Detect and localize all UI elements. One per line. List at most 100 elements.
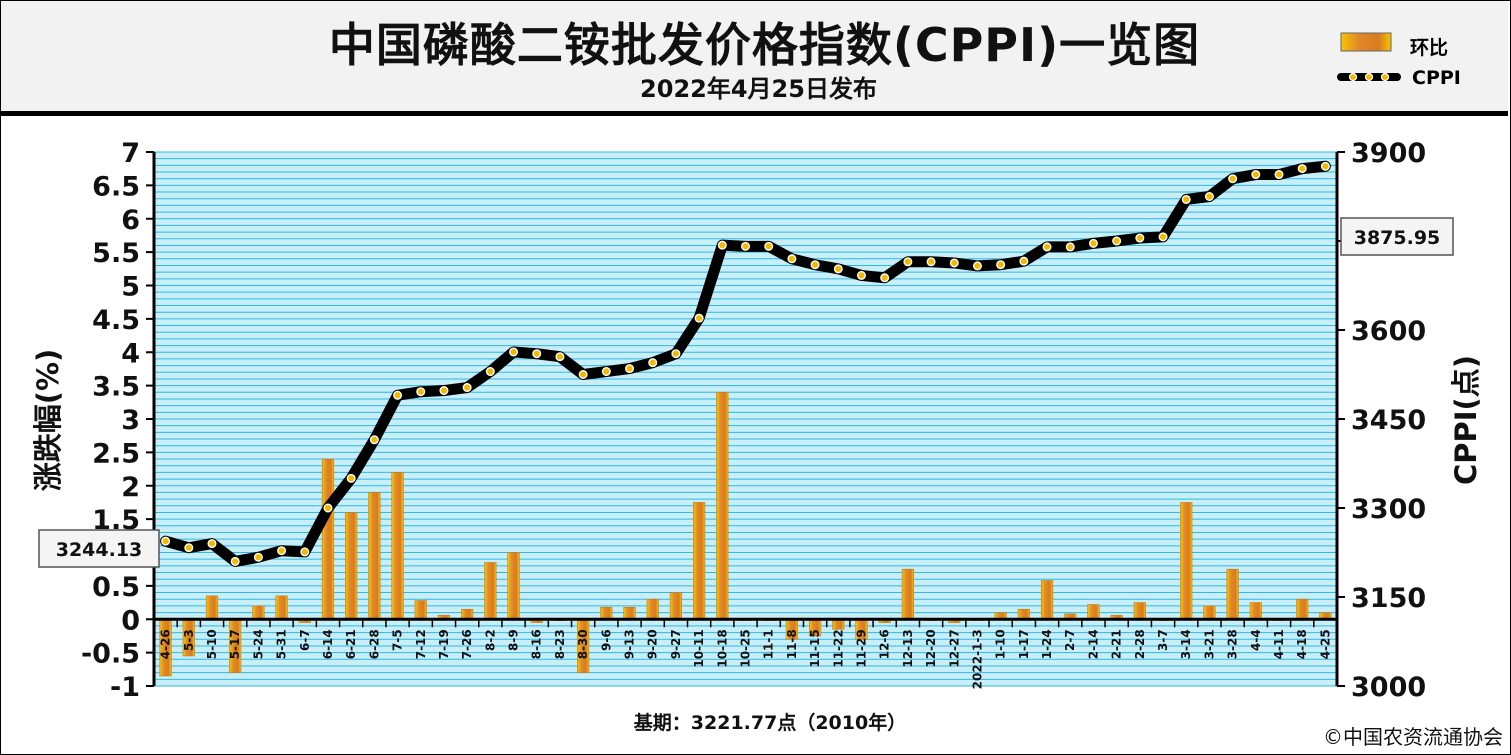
bar xyxy=(716,391,729,620)
x-tick-label: 9-27 xyxy=(669,629,683,659)
cppi-point xyxy=(161,536,171,546)
bar xyxy=(901,568,914,620)
end-value-label: 3875.95 xyxy=(1354,227,1441,249)
x-tick-label: 2-7 xyxy=(1063,629,1077,651)
cppi-point xyxy=(764,241,774,251)
bar xyxy=(391,472,404,620)
x-tick-label: 4-26 xyxy=(159,629,173,659)
y-left-tick-label: 5.5 xyxy=(92,238,140,269)
x-tick-label: 3-7 xyxy=(1156,629,1170,651)
cppi-point xyxy=(369,435,379,445)
chart-header: 中国磷酸二铵批发价格指数(CPPI)一览图 2022年4月25日发布 xyxy=(1,1,1508,116)
y-left-tick-label: 7 xyxy=(121,138,140,169)
x-tick-label: 1-17 xyxy=(1017,629,1031,659)
chart-title: 中国磷酸二铵批发价格指数(CPPI)一览图 xyxy=(328,18,1201,72)
bar xyxy=(623,606,636,620)
cppi-point xyxy=(1274,170,1284,180)
y-left-tick-label: 3 xyxy=(121,405,140,436)
x-tick-label: 10-11 xyxy=(692,629,706,667)
bar xyxy=(368,492,381,620)
y-left-tick-label: -1 xyxy=(110,672,140,703)
x-tick-label: 2-28 xyxy=(1133,629,1147,659)
x-tick-label: 12-20 xyxy=(924,629,938,667)
x-tick-label: 3-14 xyxy=(1179,629,1193,659)
cppi-point xyxy=(532,349,542,359)
legend-bar-label: 环比 xyxy=(1410,37,1449,59)
x-tick-label: 8-30 xyxy=(576,629,590,659)
x-tick-label: 6-14 xyxy=(321,629,335,659)
x-tick-label: 10-18 xyxy=(715,629,729,667)
bar xyxy=(275,595,288,620)
bar xyxy=(1017,608,1030,620)
y-left-tick-label: 6.5 xyxy=(92,171,140,202)
x-tick-label: 4-4 xyxy=(1249,629,1263,651)
cppi-point xyxy=(1065,242,1075,252)
bar xyxy=(1226,568,1239,620)
cppi-point xyxy=(1320,161,1330,171)
end-value-callout: 3875.95 xyxy=(1340,217,1454,256)
x-tick-label: 3-21 xyxy=(1202,629,1216,659)
x-tick-label: 5-17 xyxy=(228,629,242,659)
x-tick-label: 11-15 xyxy=(808,629,822,667)
x-tick-label: 9-13 xyxy=(623,629,637,659)
x-tick-label: 7-12 xyxy=(414,629,428,659)
y-left-tick-label: 6 xyxy=(121,205,140,236)
bar xyxy=(205,595,219,620)
copyright: ©中国农资流通协会 xyxy=(1323,725,1503,749)
bar xyxy=(1040,580,1054,620)
x-tick-label: 9-20 xyxy=(646,629,660,659)
x-tick-label: 2-21 xyxy=(1110,629,1124,659)
cppi-point xyxy=(323,503,333,513)
cppi-point xyxy=(1228,174,1238,184)
baseline-note: 基期：3221.77点（2010年） xyxy=(633,712,907,734)
cppi-point xyxy=(1158,232,1168,242)
y-left-tick-label: 2.5 xyxy=(92,438,140,469)
legend-marker xyxy=(1348,72,1358,82)
x-tick-label: 12-6 xyxy=(878,629,892,659)
bar xyxy=(1133,602,1146,620)
x-tick-label: 8-9 xyxy=(507,629,521,651)
x-tick-label: 8-23 xyxy=(553,629,567,659)
y-right-label: CPPI(点) xyxy=(1449,355,1483,485)
cppi-point xyxy=(1135,233,1145,243)
cppi-point xyxy=(462,383,472,393)
cppi-point xyxy=(485,367,495,377)
cppi-point xyxy=(880,273,890,283)
bar xyxy=(1249,602,1262,620)
cppi-point xyxy=(648,358,658,368)
bar xyxy=(600,606,613,620)
y-left-tick-label: 2 xyxy=(121,472,140,503)
x-tick-label: 11-1 xyxy=(762,629,776,659)
x-tick-label: 8-2 xyxy=(483,629,497,651)
x-tick-label: 7-26 xyxy=(460,629,474,659)
cppi-point xyxy=(300,547,310,557)
x-tick-label: 6-28 xyxy=(367,629,381,659)
y-left-tick-label: 0.5 xyxy=(92,572,140,603)
x-tick-label: 5-10 xyxy=(205,629,219,659)
x-tick-label: 8-16 xyxy=(530,629,544,659)
cppi-point xyxy=(903,257,913,267)
cppi-point xyxy=(1251,170,1261,180)
y-left-tick-label: 4.5 xyxy=(92,305,140,336)
cppi-point xyxy=(253,552,263,562)
bar xyxy=(345,512,358,620)
y-right-tick-label: 3900 xyxy=(1351,138,1426,169)
y-right-tick-label: 3150 xyxy=(1351,583,1426,614)
bar xyxy=(484,562,497,620)
bar xyxy=(1296,598,1309,620)
start-value-label: 3244.13 xyxy=(56,539,143,561)
y-right-tick-label: 3450 xyxy=(1351,405,1426,436)
y-left-tick-label: 0 xyxy=(121,605,140,636)
x-tick-label: 12-27 xyxy=(947,629,961,667)
y-right-tick-label: 3300 xyxy=(1351,494,1426,525)
cppi-point xyxy=(1181,194,1191,204)
x-tick-label: 1-24 xyxy=(1040,629,1054,659)
x-tick-label: 11-22 xyxy=(831,629,845,667)
cppi-point xyxy=(972,261,982,271)
bar xyxy=(1087,604,1100,620)
bar xyxy=(669,592,683,620)
cppi-point xyxy=(949,258,959,268)
y-left-tick-label: -0.5 xyxy=(81,639,140,670)
x-tick-label: 9-6 xyxy=(599,629,613,651)
